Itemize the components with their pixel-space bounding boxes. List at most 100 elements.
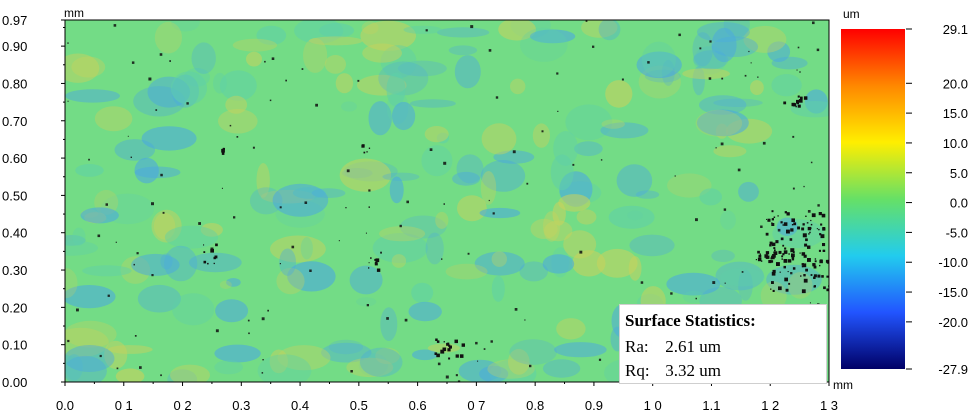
surface-patch <box>713 145 747 158</box>
surface-patch <box>65 320 117 348</box>
missing-data-speckle <box>782 253 785 256</box>
missing-data-speckle <box>781 258 783 260</box>
missing-data-speckle <box>267 309 269 312</box>
y-tick-label: 0.80 <box>2 76 27 91</box>
x-tick-label: 0.0 <box>56 398 74 413</box>
missing-data-speckle <box>819 264 821 267</box>
surface-patch <box>214 360 243 375</box>
y-tick-label: 0.00 <box>2 375 27 390</box>
missing-data-speckle <box>212 249 214 252</box>
missing-data-speckle <box>301 68 304 70</box>
missing-data-speckle <box>345 207 347 209</box>
missing-data-speckle <box>817 204 820 207</box>
missing-data-speckle <box>771 281 774 284</box>
missing-data-speckle <box>127 135 129 137</box>
missing-data-speckle <box>784 211 787 214</box>
missing-data-speckle <box>817 274 821 278</box>
missing-data-speckle <box>777 215 779 217</box>
surface-patch <box>191 42 216 74</box>
missing-data-speckle <box>442 347 447 352</box>
missing-data-speckle <box>130 156 132 158</box>
missing-data-speckle <box>801 252 806 256</box>
missing-data-speckle <box>770 260 774 263</box>
surface-patch <box>131 253 180 276</box>
missing-data-speckle <box>820 259 823 262</box>
missing-data-speckle <box>723 208 727 211</box>
surface-patch <box>641 41 676 78</box>
surface-patch <box>65 268 78 299</box>
missing-data-speckle <box>207 262 209 265</box>
missing-data-speckle <box>792 135 795 138</box>
missing-data-speckle <box>441 258 443 260</box>
missing-data-speckle <box>279 263 281 265</box>
missing-data-speckles <box>67 20 829 382</box>
surface-patch <box>479 365 509 382</box>
missing-data-speckle <box>787 259 792 263</box>
surface-patch <box>372 233 428 263</box>
missing-data-speckle <box>350 370 353 373</box>
surface-patch <box>269 349 288 374</box>
surface-patch <box>576 209 597 225</box>
missing-data-speckle <box>773 216 776 218</box>
surface-patch <box>481 123 517 155</box>
missing-data-speckle <box>784 277 788 282</box>
missing-data-speckle <box>447 348 451 352</box>
rq-value: 3.32 um <box>665 361 721 380</box>
y-tick-label: 0.40 <box>2 226 27 241</box>
missing-data-speckle <box>470 25 474 29</box>
missing-data-speckle <box>773 247 776 250</box>
missing-data-speckle <box>818 212 822 216</box>
rq-row: Rq: 3.32 um <box>625 361 826 381</box>
missing-data-speckle <box>291 245 295 249</box>
missing-data-speckle <box>791 218 795 222</box>
surface-patch <box>697 109 749 137</box>
surface-patch <box>636 51 682 79</box>
missing-data-speckle <box>113 24 117 27</box>
surface-patch <box>65 354 83 381</box>
missing-data-speckle <box>812 263 816 267</box>
missing-data-speckle <box>437 362 441 366</box>
missing-data-speckle <box>524 319 526 321</box>
surface-patch <box>300 237 313 260</box>
surface-patch <box>219 70 257 101</box>
surface-patch <box>767 41 791 62</box>
missing-data-speckle <box>776 264 779 266</box>
surface-patch <box>558 194 591 212</box>
missing-data-speckle <box>805 268 808 272</box>
colorbar-tick-label: -5.0 <box>946 225 968 240</box>
surface-patch <box>200 223 223 237</box>
surface-patch <box>572 250 606 277</box>
surface-patch <box>65 89 120 103</box>
missing-data-speckle <box>789 238 793 241</box>
y-tick-label: 0.60 <box>2 151 27 166</box>
missing-data-speckle <box>203 251 206 253</box>
surface-patch <box>213 72 227 94</box>
x-tick-label: 1 2 <box>761 398 779 413</box>
missing-data-speckle <box>780 237 784 241</box>
missing-data-speckle <box>215 243 218 247</box>
missing-data-speckle <box>592 45 595 48</box>
surface-patch <box>303 37 328 73</box>
missing-data-speckle <box>797 104 801 108</box>
missing-data-speckle <box>799 252 801 254</box>
surface-patch <box>628 256 642 281</box>
surface-patch <box>287 261 336 292</box>
missing-data-speckle <box>813 265 817 269</box>
surface-patch <box>249 187 283 215</box>
surface-patch <box>368 101 392 136</box>
missing-data-speckle <box>755 259 757 261</box>
missing-data-speckle <box>248 332 250 335</box>
missing-data-speckle <box>222 153 224 155</box>
surface-patch <box>232 38 278 52</box>
missing-data-speckle <box>822 243 826 247</box>
missing-data-speckle <box>368 262 370 264</box>
missing-data-speckle <box>809 231 811 234</box>
missing-data-speckle <box>492 212 495 215</box>
surface-patch <box>107 345 153 354</box>
surface-patch <box>713 98 763 108</box>
missing-data-speckle <box>514 308 518 311</box>
missing-data-speckle <box>797 95 800 98</box>
surface-patch <box>65 53 100 83</box>
missing-data-speckle <box>760 260 763 262</box>
surface-patch <box>424 126 449 143</box>
